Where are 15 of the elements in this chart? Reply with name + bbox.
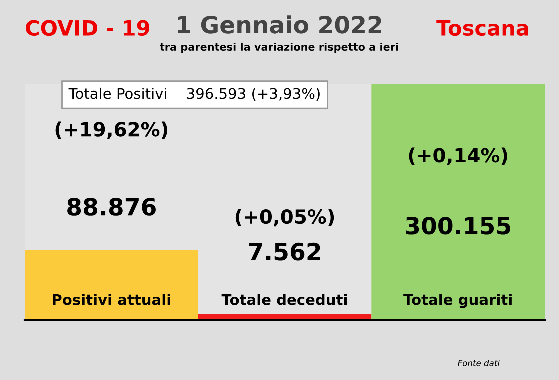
x-tick-label: Positivi attuali xyxy=(53,294,170,306)
chart-subtitle: tra parentesi la variazione rispetto a ieri xyxy=(160,42,398,54)
source-note: Fonte dati xyxy=(458,360,500,366)
annotation: (+0,14%) xyxy=(409,148,508,166)
data-label: 88.876 xyxy=(68,198,156,216)
annotation: (+0,05%) xyxy=(236,209,334,227)
data-label: 7.562 xyxy=(249,242,320,261)
x-tick-label: Totale deceduti xyxy=(222,294,348,306)
text: COVID - 19 xyxy=(26,20,150,36)
x-tick-label: Totale guariti xyxy=(404,294,512,308)
data-label: 300.155 xyxy=(406,216,510,235)
annotation: Totale Positivi 396.593 (+3,93%) xyxy=(68,88,320,101)
chart-title: 1 Gennaio 2022 xyxy=(178,16,382,34)
text: Toscana xyxy=(436,20,528,36)
annotation: (+19,62%) xyxy=(56,122,168,140)
